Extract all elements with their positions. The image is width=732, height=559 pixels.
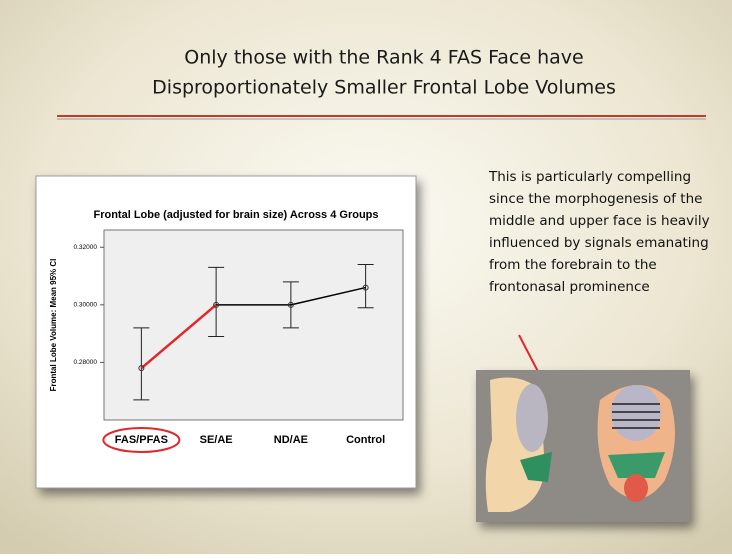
note-line: This is particularly compelling: [488, 169, 691, 185]
note-line: middle and upper face is heavily: [489, 213, 710, 229]
slide-title: Only those with the Rank 4 FAS Face have: [184, 47, 583, 69]
note-line: since the morphogenesis of the: [489, 191, 702, 207]
brain-illustration: [476, 370, 690, 522]
x-tick-label: FAS/PFAS: [115, 434, 168, 446]
plot-area: [104, 230, 403, 420]
mouth: [624, 474, 648, 502]
note-line: influenced by signals emanating: [489, 235, 709, 251]
note-line: frontonasal prominence: [489, 279, 650, 295]
y-axis-label: Frontal Lobe Volume: Mean 95% CI: [49, 259, 58, 392]
y-tick-label: 0.30000: [74, 302, 98, 309]
x-tick-label: Control: [346, 434, 385, 446]
slide-title: Disproportionately Smaller Frontal Lobe …: [152, 77, 616, 99]
note-line: from the forebrain to the: [489, 257, 657, 273]
slide: Only those with the Rank 4 FAS Face have…: [0, 0, 732, 554]
y-tick-label: 0.32000: [74, 244, 98, 251]
y-tick-label: 0.28000: [74, 359, 98, 366]
chart-title: Frontal Lobe (adjusted for brain size) A…: [93, 209, 378, 221]
x-tick-label: ND/AE: [274, 434, 308, 446]
x-tick-label: SE/AE: [200, 434, 233, 446]
brain: [516, 384, 548, 452]
